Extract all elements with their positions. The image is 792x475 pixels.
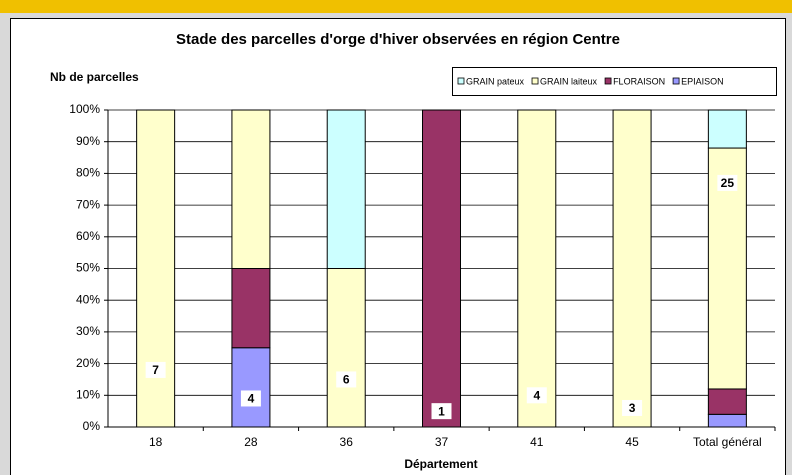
- legend-box: [452, 67, 777, 96]
- legend-label: GRAIN pateux: [466, 76, 525, 86]
- bar-segment: [707, 413, 747, 428]
- x-tick-label: 18: [149, 435, 163, 449]
- bar-segment: [231, 109, 271, 269]
- count-label: 1: [438, 404, 445, 418]
- y-tick-label: 10%: [76, 387, 100, 401]
- count-label-bg: [145, 361, 166, 378]
- bar-segment: [707, 388, 747, 415]
- bar-segment: [707, 109, 747, 149]
- bar-segment: [326, 268, 366, 428]
- y-tick-label: 30%: [76, 324, 100, 338]
- y-axis-label: Nb de parcelles: [50, 70, 139, 84]
- bar-segment: [136, 109, 176, 428]
- count-label-bg: [336, 371, 357, 388]
- x-tick-label: 28: [244, 435, 258, 449]
- count-label: 4: [533, 388, 540, 402]
- count-label-bg: [717, 174, 738, 191]
- chart-title: Stade des parcelles d'orge d'hiver obser…: [176, 31, 620, 48]
- legend-swatch: [531, 77, 539, 85]
- legend-swatch: [604, 77, 612, 85]
- y-tick-label: 60%: [76, 229, 100, 243]
- y-tick-label: 0%: [83, 419, 101, 433]
- count-label: 4: [248, 392, 255, 406]
- count-label: 25: [721, 176, 735, 190]
- bar-segment: [231, 268, 271, 349]
- legend-swatch: [457, 77, 465, 85]
- count-label: 7: [152, 363, 159, 377]
- count-label: 6: [343, 373, 350, 387]
- count-label-bg: [431, 403, 452, 420]
- legend-label: EPIAISON: [681, 76, 724, 86]
- count-label-bg: [622, 399, 643, 416]
- y-tick-label: 100%: [69, 102, 100, 116]
- y-tick-label: 40%: [76, 292, 100, 306]
- y-tick-label: 70%: [76, 197, 100, 211]
- top-band: [0, 0, 792, 13]
- bar-segment: [517, 109, 557, 428]
- count-label-bg: [526, 387, 547, 404]
- count-label: 3: [629, 401, 636, 415]
- y-tick-label: 50%: [76, 261, 100, 275]
- bar-segment: [231, 347, 271, 428]
- legend-label: GRAIN laiteux: [540, 76, 598, 86]
- count-label-bg: [240, 390, 261, 407]
- legend-swatch: [672, 77, 680, 85]
- x-tick-label: 41: [530, 435, 544, 449]
- y-tick-label: 20%: [76, 356, 100, 370]
- legend-label: FLORAISON: [613, 76, 665, 86]
- y-tick-label: 80%: [76, 166, 100, 180]
- x-tick-label: 37: [435, 435, 449, 449]
- x-tick-label: 45: [625, 435, 639, 449]
- bar-segment: [326, 109, 366, 269]
- bar-segment: [422, 109, 461, 428]
- x-tick-label: 36: [340, 435, 354, 449]
- y-tick-label: 90%: [76, 134, 100, 148]
- x-axis-label: Département: [404, 457, 477, 471]
- bar-segment: [612, 109, 652, 428]
- x-tick-label: Total général: [693, 435, 762, 449]
